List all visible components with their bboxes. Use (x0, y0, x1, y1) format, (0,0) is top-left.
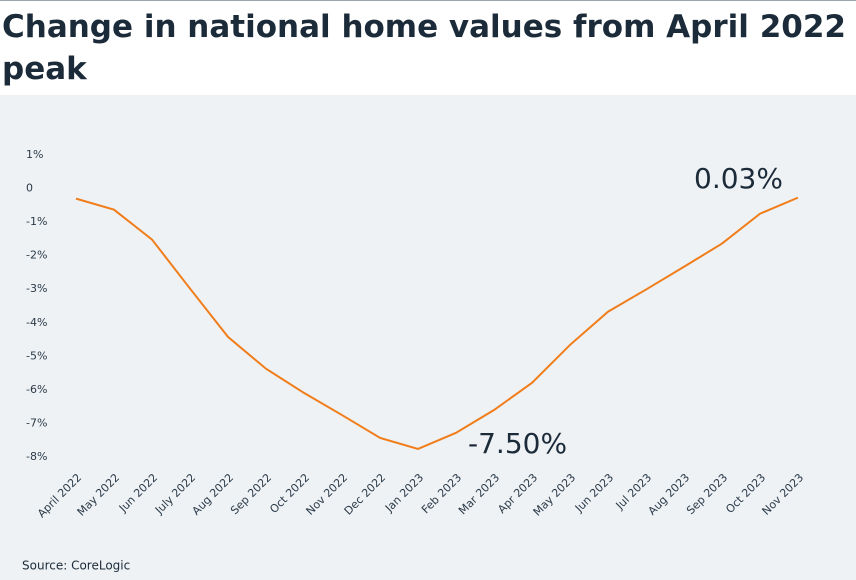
y-tick-label: -1% (26, 215, 47, 228)
y-tick-label: -5% (26, 349, 47, 362)
y-tick-label: -2% (26, 249, 47, 262)
y-tick-label: -3% (26, 282, 47, 295)
source: Source: CoreLogic (22, 559, 130, 573)
y-tick-label: -7% (26, 416, 47, 429)
annotation: -7.50% (468, 427, 567, 460)
chart-title: peak (2, 51, 88, 87)
plot-background (0, 95, 856, 580)
y-tick-label: -8% (26, 450, 47, 463)
y-tick-label: 0 (26, 182, 33, 195)
line (75, 196, 799, 451)
y-tick-label: -4% (26, 316, 47, 329)
y-tick-label: -6% (26, 383, 47, 396)
y-tick-label: 1% (26, 148, 43, 161)
chart-title: Change in national home values from Apri… (2, 9, 846, 45)
annotation: 0.03% (694, 162, 783, 195)
